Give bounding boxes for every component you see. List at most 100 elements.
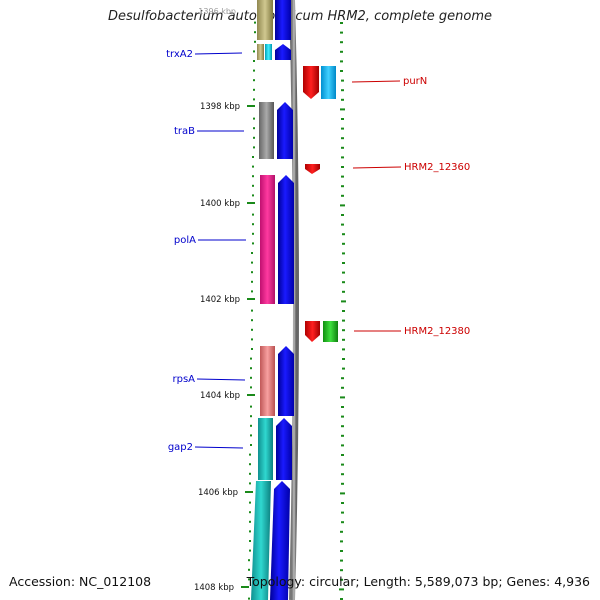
track-tick — [342, 367, 345, 370]
track-tick — [342, 329, 345, 332]
left-tick-track — [248, 21, 256, 600]
tick-1408: 1408 kbp — [194, 583, 249, 593]
track-tick — [342, 319, 345, 322]
track-tick — [340, 41, 343, 44]
track-tick — [250, 376, 252, 379]
track-tick — [342, 262, 345, 264]
track-tick — [341, 194, 344, 197]
gene-bar-traB[interactable] — [259, 102, 274, 159]
track-tick — [252, 175, 254, 178]
gene-bar-trxA2[interactable] — [265, 44, 272, 60]
svg-text:HRM2_12380: HRM2_12380 — [404, 326, 470, 337]
track-tick — [342, 242, 345, 245]
track-tick — [250, 367, 252, 370]
svg-text:1408 kbp: 1408 kbp — [194, 583, 234, 593]
gene-bar-top-olive — [257, 0, 273, 40]
track-tick — [340, 530, 343, 533]
track-tick — [248, 597, 250, 600]
gene-bar-purN-cog[interactable] — [321, 66, 336, 99]
track-tick — [251, 348, 253, 350]
strand-arrow-trxA2 — [275, 44, 291, 60]
gene-arrow-HRM2_12380[interactable] — [305, 321, 320, 342]
track-tick — [249, 472, 251, 475]
label-polA[interactable]: polA — [174, 235, 246, 246]
track-tick — [342, 290, 345, 293]
track-tick — [252, 242, 254, 245]
track-tick — [340, 559, 343, 562]
track-tick — [340, 396, 345, 399]
track-tick — [248, 559, 250, 562]
track-tick — [341, 415, 344, 418]
track-tick — [341, 79, 344, 82]
track-tick — [341, 502, 344, 504]
strand-block-top — [275, 0, 291, 40]
track-tick — [250, 415, 252, 418]
track-tick — [341, 406, 344, 408]
track-tick — [251, 309, 253, 312]
track-tick — [341, 482, 344, 485]
track-tick — [341, 386, 344, 389]
track-tick — [251, 338, 253, 341]
map-title: Desulfobacterium autotrophicum HRM2, com… — [107, 9, 493, 24]
track-tick — [339, 588, 344, 591]
track-tick — [340, 598, 343, 600]
svg-text:1398 kbp: 1398 kbp — [200, 102, 240, 112]
svg-text:purN: purN — [403, 76, 427, 87]
track-tick — [341, 118, 344, 120]
gene-bar-trxA2-olive — [257, 44, 264, 60]
gene-bar-polA[interactable] — [260, 175, 275, 304]
track-tick — [342, 348, 345, 351]
strand-arrow-gap2 — [276, 418, 292, 480]
strand-arrow-lower — [270, 481, 290, 600]
track-tick — [341, 137, 344, 140]
track-tick — [249, 520, 251, 523]
track-tick — [342, 271, 345, 274]
left-gene-features — [251, 0, 275, 600]
track-tick — [342, 233, 345, 236]
label-HRM2_12360[interactable]: HRM2_12360 — [352, 162, 470, 173]
svg-text:1406 kbp: 1406 kbp — [198, 488, 238, 498]
track-tick — [341, 454, 344, 456]
label-traB[interactable]: traB — [174, 126, 244, 137]
track-tick — [341, 444, 344, 447]
svg-text:polA: polA — [174, 235, 196, 246]
track-tick — [251, 319, 253, 322]
track-tick — [249, 511, 251, 514]
tick-1402: 1402 kbp — [200, 295, 255, 305]
track-tick — [342, 310, 345, 312]
track-tick — [254, 40, 256, 43]
svg-text:HRM2_12360: HRM2_12360 — [404, 162, 470, 173]
track-tick — [340, 70, 343, 72]
label-trxA2[interactable]: trxA2 — [166, 49, 243, 60]
right-gene-features — [303, 66, 338, 342]
track-tick — [342, 281, 345, 284]
svg-text:1400 kbp: 1400 kbp — [200, 199, 240, 209]
track-tick — [251, 252, 253, 254]
gene-bar-rpsA[interactable] — [260, 346, 275, 416]
label-gap2[interactable]: gap2 — [168, 442, 244, 453]
gene-bar-HRM2_12380-cog[interactable] — [323, 321, 338, 342]
svg-text:1404 kbp: 1404 kbp — [200, 391, 240, 401]
track-tick — [342, 338, 345, 341]
gene-bar-gap2[interactable] — [258, 418, 273, 480]
track-tick — [252, 165, 254, 168]
left-gene-labels: trxA2 traB polA rpsA gap2 — [166, 49, 246, 453]
track-tick — [340, 108, 345, 111]
track-tick — [249, 549, 251, 552]
gene-bar-teal-lower[interactable] — [251, 481, 271, 600]
track-tick — [251, 271, 253, 274]
gene-arrow-HRM2_12360[interactable] — [305, 164, 320, 174]
gene-arrow-purN[interactable] — [303, 66, 319, 99]
label-rpsA[interactable]: rpsA — [172, 374, 246, 385]
label-HRM2_12380[interactable]: HRM2_12380 — [354, 326, 470, 337]
strand-arrow-rpsA — [278, 346, 294, 416]
track-tick — [252, 213, 254, 216]
track-tick — [342, 358, 345, 360]
track-tick — [341, 166, 344, 168]
label-purN[interactable]: purN — [351, 76, 427, 87]
track-tick — [341, 127, 344, 130]
forward-strand-features — [270, 0, 294, 600]
track-tick — [340, 31, 343, 34]
svg-text:1402 kbp: 1402 kbp — [200, 295, 240, 305]
